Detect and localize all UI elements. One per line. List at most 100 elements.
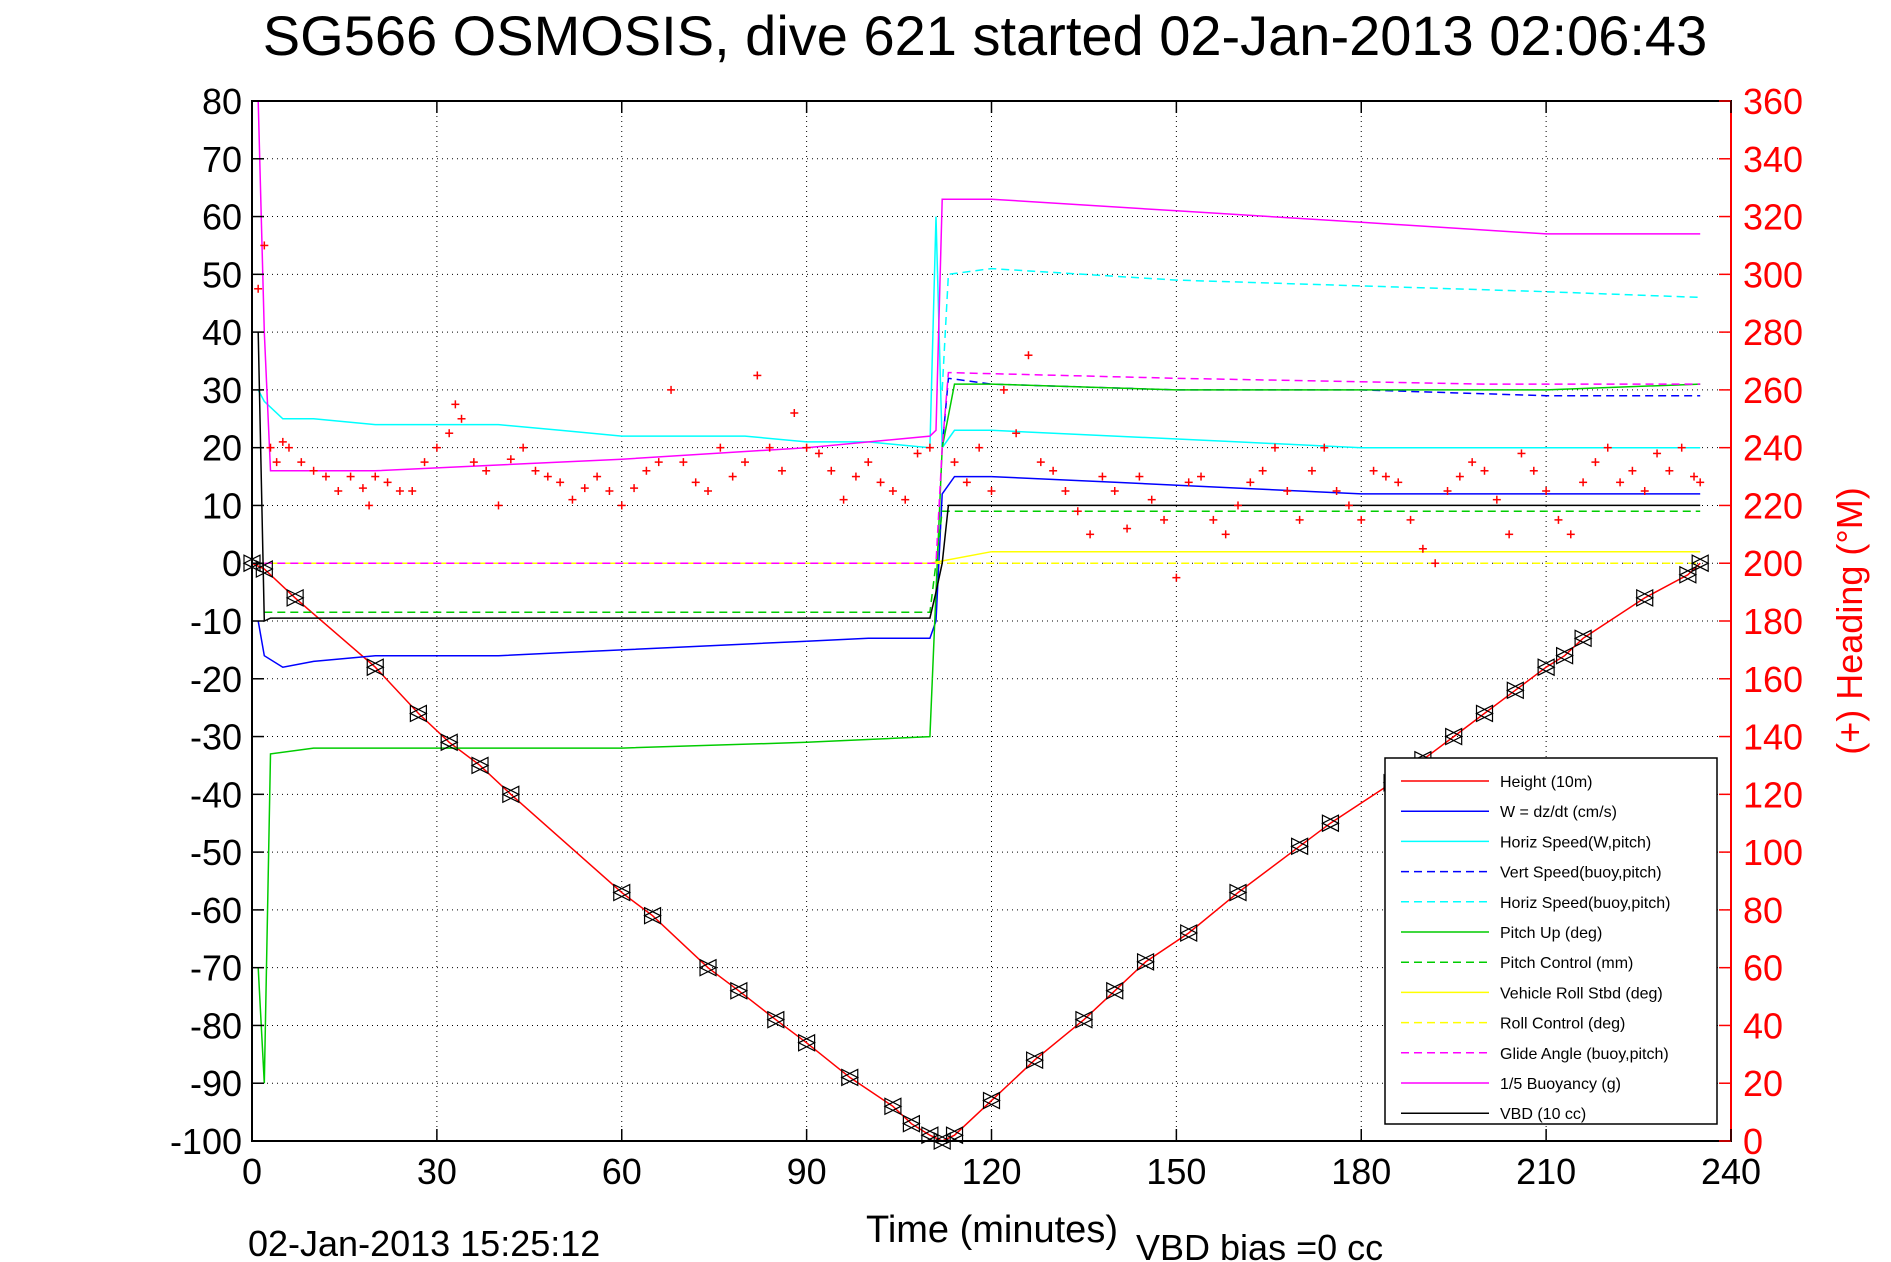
heading-point: [728, 472, 737, 481]
y-tick-label: -40: [190, 774, 242, 815]
heading-point: [1036, 458, 1045, 467]
depth-marker-left: [1444, 727, 1463, 746]
x-tick-label: 180: [1331, 1151, 1391, 1192]
x-tick-label: 60: [602, 1151, 642, 1192]
heading-point: [1653, 449, 1662, 458]
depth-marker: [1321, 814, 1340, 833]
series-glide-angle-buoy-pitch: [264, 371, 1701, 564]
y2-tick-label: 20: [1743, 1063, 1783, 1104]
legend-entry: Pitch Control (mm): [1500, 955, 1633, 972]
heading-point: [1492, 495, 1501, 504]
depth-marker: [285, 588, 305, 607]
heading-point: [1123, 524, 1132, 533]
legend-entry: Pitch Up (deg): [1500, 925, 1602, 942]
heading-point: [827, 466, 836, 475]
series-height-10m: [251, 562, 1701, 1142]
y2-tick-label: 320: [1743, 197, 1803, 238]
heading-point: [420, 458, 429, 467]
depth-marker-left: [1290, 837, 1309, 856]
heading-point: [605, 487, 614, 495]
heading-point: [1135, 472, 1144, 481]
heading-point: [1110, 487, 1119, 495]
heading-point: [814, 449, 823, 458]
heading-point: [1344, 501, 1353, 510]
y-axis-left-ticks: 80 70 60 50 40 30 20 10 0 -10 -20 -30 -40 -50 -60 -70 -8…: [170, 81, 264, 1162]
heading-point: [371, 472, 380, 481]
depth-marker: [1505, 681, 1525, 700]
depth-marker: [797, 1033, 816, 1052]
heading-point: [1517, 449, 1526, 458]
series-vbd-10-cc: [257, 332, 1701, 623]
depth-marker: [612, 883, 632, 902]
depth-marker-left: [729, 981, 748, 1000]
heading-point: [630, 484, 639, 493]
heading-point: [321, 472, 330, 481]
depth-marker-left: [501, 785, 520, 804]
y2-tick-label: 80: [1743, 890, 1783, 931]
depth-marker-left: [797, 1033, 816, 1052]
y2-tick-label: 100: [1743, 832, 1803, 873]
y-tick-label: -50: [190, 832, 242, 873]
x-axis-label: Time (minutes): [866, 1209, 1118, 1251]
heading-point: [1221, 530, 1230, 539]
legend-entry: Roll Control (deg): [1500, 1016, 1625, 1033]
depth-marker-left: [945, 1126, 964, 1145]
depth-marker-left: [1635, 588, 1654, 607]
y-tick-label: -70: [190, 948, 242, 989]
depth-marker-left: [1025, 1051, 1044, 1070]
heading-point: [679, 458, 688, 467]
heading-point: [519, 443, 528, 452]
series-horiz-speed-buoy-pitch: [941, 267, 1701, 390]
series-lines: [251, 100, 1701, 1142]
heading-point: [642, 466, 651, 475]
heading-point: [451, 400, 460, 409]
y2-tick-label: 40: [1743, 1005, 1783, 1046]
heading-point: [1529, 466, 1538, 475]
heading-point: [1677, 443, 1686, 452]
heading-point: [556, 478, 565, 487]
y-axis-right-ticks: 3603403203002802602402202001801601401201…: [1719, 81, 1803, 1162]
heading-point: [1147, 495, 1156, 504]
y2-tick-label: 300: [1743, 254, 1803, 295]
depth-marker: [840, 1068, 860, 1087]
depth-marker: [254, 560, 274, 578]
depth-marker-left: [840, 1068, 859, 1087]
legend-entry: 1/5 Buoyancy (g): [1500, 1076, 1621, 1093]
depth-markers: [242, 554, 1710, 1150]
y-tick-label: -60: [190, 890, 242, 931]
y-tick-label: 20: [202, 428, 242, 469]
y2-tick-label: 200: [1743, 543, 1803, 584]
depth-marker-left: [643, 906, 662, 925]
y2-tick-label: 340: [1743, 139, 1803, 180]
heading-point: [1406, 515, 1415, 524]
grid: [252, 101, 1731, 1141]
heading-point: [1061, 487, 1070, 495]
depth-marker: [501, 785, 521, 804]
legend-box: [1384, 757, 1718, 1125]
depth-marker: [1635, 588, 1655, 607]
heading-point: [1332, 487, 1341, 495]
x-tick-label: 150: [1146, 1151, 1206, 1192]
heading-point: [568, 495, 577, 504]
series-1-5-buoyancy-g: [257, 100, 1701, 472]
x-tick-label: 120: [961, 1151, 1021, 1192]
heading-point: [1696, 478, 1705, 487]
heading-point: [716, 443, 725, 452]
heading-point: [408, 487, 417, 495]
depth-marker-left: [1228, 883, 1247, 902]
depth-marker: [643, 906, 662, 925]
depth-marker-left: [1573, 629, 1592, 648]
y2-tick-label: 280: [1743, 312, 1803, 353]
heading-point: [593, 472, 602, 481]
x-tick-label: 30: [417, 1151, 457, 1192]
depth-marker-left: [365, 658, 384, 677]
depth-marker-left: [902, 1114, 920, 1133]
depth-marker: [902, 1114, 921, 1133]
heading-point: [777, 466, 786, 475]
depth-marker: [1290, 837, 1309, 856]
heading-point: [667, 385, 676, 394]
y2-tick-label: 140: [1743, 717, 1803, 758]
y-tick-label: 40: [202, 312, 242, 353]
heading-point: [1616, 478, 1625, 487]
depth-marker: [729, 981, 749, 1000]
